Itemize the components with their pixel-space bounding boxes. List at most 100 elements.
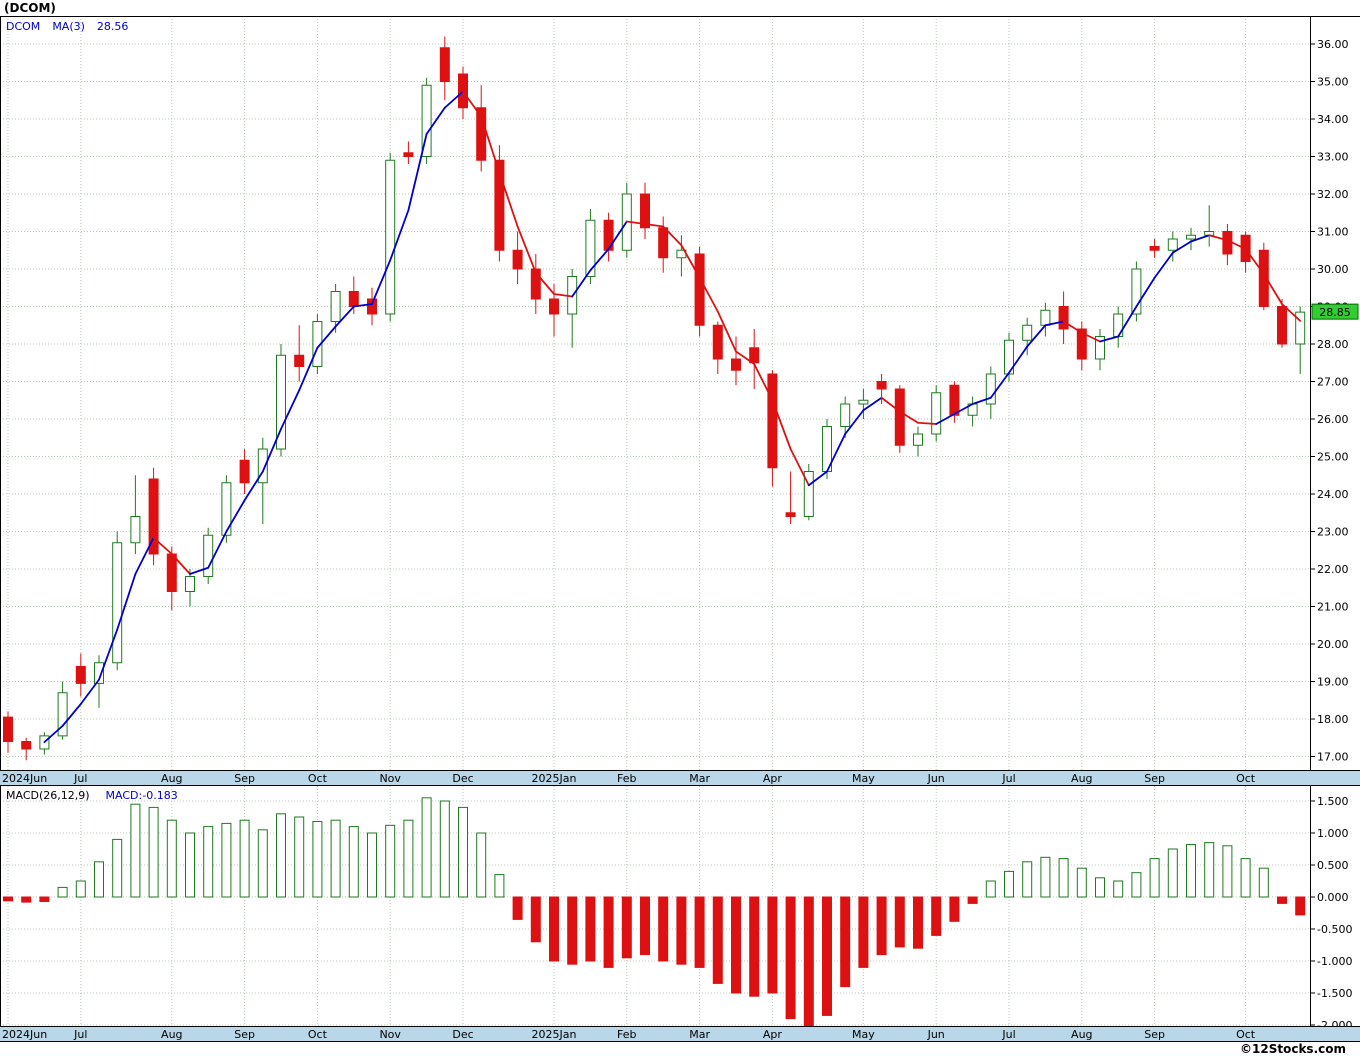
candle[interactable] (476, 85, 487, 172)
candle[interactable] (312, 314, 323, 374)
candle[interactable] (1113, 306, 1124, 348)
macd-bar-negative[interactable] (858, 896, 869, 968)
macd-bar-negative[interactable] (621, 896, 632, 959)
macd-bar-positive[interactable] (1167, 848, 1178, 898)
candle[interactable] (731, 336, 741, 386)
candle[interactable] (439, 36, 450, 101)
candle[interactable] (603, 212, 614, 262)
macd-bar-positive[interactable] (203, 826, 214, 898)
candle[interactable] (257, 437, 268, 524)
macd-bar-negative[interactable] (931, 896, 942, 936)
candle[interactable] (694, 246, 705, 337)
macd-bar-positive[interactable] (276, 813, 286, 898)
macd-bar-negative[interactable] (567, 896, 578, 965)
macd-bar-negative[interactable] (694, 896, 705, 968)
macd-bar-negative[interactable] (767, 896, 778, 994)
candle[interactable] (1186, 227, 1196, 251)
candle[interactable] (967, 396, 978, 427)
macd-bar-positive[interactable] (1022, 861, 1033, 898)
macd-bar-positive[interactable] (1222, 845, 1233, 898)
candle[interactable] (712, 321, 723, 375)
candle[interactable] (185, 569, 195, 607)
macd-bar-negative[interactable] (3, 896, 13, 902)
macd-bar-positive[interactable] (312, 820, 323, 898)
candle[interactable] (894, 385, 905, 453)
candle[interactable] (512, 231, 523, 285)
price-chart[interactable]: 36.0035.0034.0033.0032.0031.0030.0029.00… (0, 16, 1360, 770)
macd-bar-negative[interactable] (585, 896, 596, 962)
macd-bar-positive[interactable] (1113, 880, 1124, 898)
macd-bar-negative[interactable] (731, 896, 741, 994)
candle[interactable] (1258, 242, 1269, 311)
macd-bar-positive[interactable] (94, 861, 104, 898)
candle[interactable] (94, 655, 104, 708)
macd-bar-negative[interactable] (840, 896, 851, 988)
macd-bar-positive[interactable] (166, 819, 177, 898)
candle[interactable] (658, 216, 669, 273)
macd-bar-positive[interactable] (130, 803, 141, 898)
candle[interactable] (239, 449, 250, 494)
macd-bar-positive[interactable] (494, 874, 505, 898)
macd-bar-positive[interactable] (57, 886, 68, 898)
candle[interactable] (421, 77, 432, 164)
macd-bar-positive[interactable] (476, 832, 487, 898)
macd-bar-positive[interactable] (458, 806, 468, 898)
macd-bar-negative[interactable] (1295, 896, 1306, 916)
macd-bar-positive[interactable] (1040, 856, 1051, 898)
candle[interactable] (785, 471, 796, 525)
candle[interactable] (348, 276, 359, 315)
candle[interactable] (385, 152, 396, 322)
candle[interactable] (3, 711, 13, 753)
macd-bar-negative[interactable] (876, 896, 887, 956)
candle[interactable] (203, 527, 214, 584)
candle[interactable] (858, 389, 869, 419)
macd-bar-positive[interactable] (221, 822, 232, 898)
macd-bar-positive[interactable] (1186, 844, 1196, 898)
candle[interactable] (549, 284, 559, 337)
candle[interactable] (75, 653, 86, 697)
macd-bar-positive[interactable] (1258, 867, 1269, 898)
macd-bar-negative[interactable] (913, 896, 923, 949)
candle[interactable] (530, 254, 541, 314)
candle[interactable] (913, 426, 923, 457)
macd-bar-negative[interactable] (676, 896, 687, 965)
candle[interactable] (166, 546, 177, 611)
candle[interactable] (1058, 291, 1069, 345)
macd-bar-negative[interactable] (894, 896, 905, 948)
candle[interactable] (640, 182, 650, 239)
candle[interactable] (276, 344, 286, 457)
candle[interactable] (1167, 231, 1178, 262)
candle[interactable] (330, 284, 341, 333)
macd-bar-negative[interactable] (640, 896, 650, 956)
macd-bar-positive[interactable] (385, 824, 396, 898)
macd-bar-negative[interactable] (785, 896, 796, 1020)
candle[interactable] (931, 385, 942, 442)
macd-bar-positive[interactable] (985, 880, 996, 898)
macd-bar-negative[interactable] (712, 896, 723, 984)
macd-bar-positive[interactable] (112, 838, 123, 898)
candle[interactable] (840, 396, 851, 438)
macd-bar-negative[interactable] (803, 896, 814, 1029)
macd-bar-positive[interactable] (1204, 842, 1215, 898)
macd-bar-negative[interactable] (39, 896, 50, 902)
candle[interactable] (39, 732, 50, 755)
candle[interactable] (21, 737, 32, 761)
macd-bar-negative[interactable] (21, 896, 32, 903)
candle[interactable] (403, 141, 414, 165)
macd-bar-positive[interactable] (1149, 858, 1160, 898)
macd-bar-negative[interactable] (603, 896, 614, 968)
candle[interactable] (1131, 261, 1142, 322)
macd-bar-negative[interactable] (658, 896, 669, 962)
candle[interactable] (767, 370, 778, 487)
candle[interactable] (112, 531, 123, 671)
macd-bar-positive[interactable] (1095, 877, 1105, 898)
candle[interactable] (985, 366, 996, 420)
candle[interactable] (1022, 317, 1033, 356)
macd-bar-negative[interactable] (512, 896, 523, 920)
macd-bar-negative[interactable] (530, 896, 541, 943)
macd-bar-positive[interactable] (403, 819, 414, 898)
candle[interactable] (876, 374, 887, 404)
candle[interactable] (749, 329, 760, 389)
macd-bar-positive[interactable] (1131, 872, 1142, 898)
candle[interactable] (803, 464, 814, 521)
